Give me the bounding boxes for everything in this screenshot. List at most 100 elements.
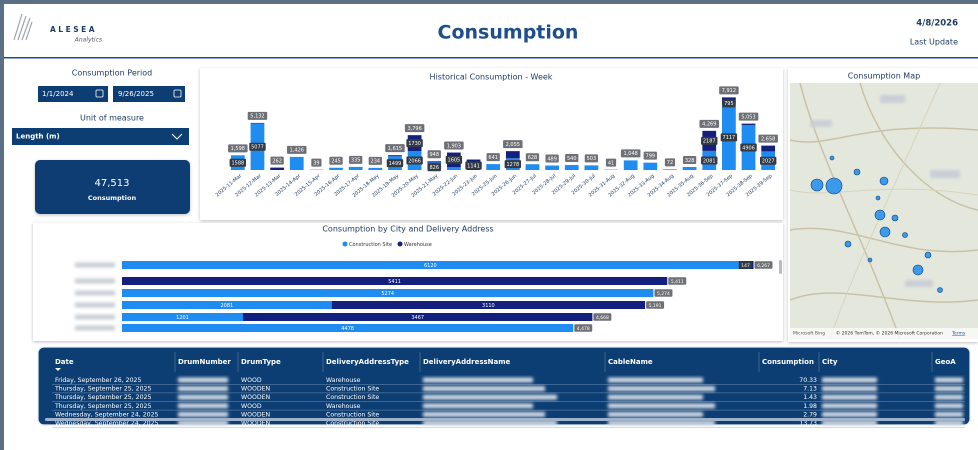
data-label: 6,267: [757, 263, 770, 269]
unit-dropdown[interactable]: [12, 128, 189, 145]
data-label: 335: [351, 158, 361, 164]
chart-title: Historical Consumption - Week: [430, 73, 553, 82]
bar-segment: [623, 160, 638, 170]
cell-date: Wednesday, September 24, 2025: [55, 411, 159, 418]
data-label: 4,478: [577, 326, 590, 332]
column-header[interactable]: GeoA: [935, 358, 956, 366]
label-box: [720, 133, 738, 142]
data-label: 1,048: [624, 151, 638, 157]
label-box: [719, 86, 739, 95]
label-box: [406, 156, 423, 165]
blurred-cell: [822, 394, 877, 400]
bar-segment: [289, 156, 304, 170]
category-label-blurred: [75, 314, 115, 320]
blurred-cell: [423, 420, 557, 426]
category-label-blurred: [75, 302, 115, 308]
data-label: 5,132: [250, 114, 264, 120]
data-label: 234: [371, 159, 381, 165]
column-header[interactable]: Date: [55, 358, 74, 366]
data-label: 7117: [723, 135, 736, 141]
data-label: 1730: [408, 141, 421, 147]
data-label: 795: [724, 101, 734, 107]
cell-consumption: 1.43: [803, 394, 817, 401]
data-label: 641: [488, 155, 498, 161]
label-box: [368, 156, 382, 165]
data-label: 2027: [762, 158, 775, 164]
bar-segment: [682, 166, 697, 170]
end-date-box[interactable]: [113, 86, 185, 102]
label-box: [758, 134, 778, 143]
start-date-box[interactable]: [38, 86, 108, 102]
label-box: [270, 156, 284, 165]
data-label: 2,055: [506, 142, 520, 148]
map: [789, 82, 978, 340]
label-box: [406, 139, 423, 148]
blurred-cell: [935, 386, 963, 392]
data-label: 4,269: [702, 122, 716, 128]
column-header[interactable]: DrumNumber: [178, 358, 231, 366]
update-date: 4/8/2026: [916, 19, 958, 29]
bar-segment: [250, 122, 265, 124]
label-box: [228, 144, 248, 153]
category-label-blurred: [75, 290, 115, 296]
label-box: [486, 153, 500, 162]
cell-drum-type: WOODEN: [241, 420, 271, 427]
column-header[interactable]: City: [822, 358, 838, 366]
data-label: 948: [429, 152, 439, 158]
calendar-icon: [95, 89, 104, 98]
brand: ALESEA: [50, 25, 97, 34]
label-box: [739, 261, 752, 269]
column-header[interactable]: CableName: [608, 358, 653, 366]
data-label: 826: [429, 165, 439, 171]
label-box: [504, 160, 522, 169]
bar-segment: [368, 167, 383, 170]
label-box: [593, 313, 612, 321]
blurred-cell: [608, 394, 703, 400]
label-box: [620, 149, 641, 158]
kpi-card: [35, 160, 190, 214]
cell-address-type: Construction Site: [326, 394, 379, 401]
data-label: 5411: [388, 279, 401, 285]
bar-segment: [243, 313, 593, 321]
blurred-cell: [608, 403, 715, 409]
data-label: 540: [567, 156, 577, 162]
data-label: 3467: [411, 315, 424, 321]
map-terms[interactable]: Terms: [951, 331, 966, 337]
label-box: [668, 277, 687, 285]
label-box: [465, 161, 482, 170]
cell-date: Wednesday, September 24, 2025: [55, 420, 159, 427]
category-label-blurred: [75, 262, 115, 268]
data-label: 147: [741, 263, 750, 269]
blurred-cell: [423, 411, 545, 417]
blurred-cell: [178, 394, 228, 400]
bar-segment: [329, 167, 343, 170]
data-label: 628: [528, 155, 538, 161]
brand-sub: Analytics: [74, 37, 102, 44]
bar-segment: [348, 166, 363, 170]
column-header[interactable]: DeliveryAddressName: [423, 358, 511, 366]
bar-segment: [122, 261, 739, 269]
label-box: [349, 155, 363, 164]
bar-segment: [564, 165, 579, 170]
map-credits: © 2026 TomTom, © 2026 Microsoft Corporat…: [836, 330, 943, 337]
blurred-cell: [423, 403, 533, 409]
cell-drum-type: WOODEN: [241, 386, 271, 393]
map-logo: Microsoft Bing: [793, 331, 825, 337]
column-header[interactable]: DeliveryAddressType: [326, 358, 409, 366]
bar-segment: [122, 277, 668, 285]
data-label: 3,796: [407, 126, 421, 132]
data-label: 6120: [424, 263, 437, 269]
data-label: 489: [547, 156, 557, 162]
column-header[interactable]: DrumType: [241, 358, 281, 366]
data-label: 1141: [467, 163, 480, 169]
chart-title: Consumption by City and Delivery Address: [322, 225, 493, 234]
bar-segment: [122, 289, 654, 297]
data-label: 5,411: [671, 279, 684, 285]
label-box: [444, 141, 464, 150]
column-header[interactable]: Consumption: [762, 358, 814, 366]
cell-address-type: Warehouse: [326, 403, 361, 410]
bar-segment: [663, 169, 677, 170]
cell-date: Thursday, September 25, 2025: [54, 394, 151, 401]
blurred-cell: [608, 411, 703, 417]
label-box: [699, 119, 719, 128]
